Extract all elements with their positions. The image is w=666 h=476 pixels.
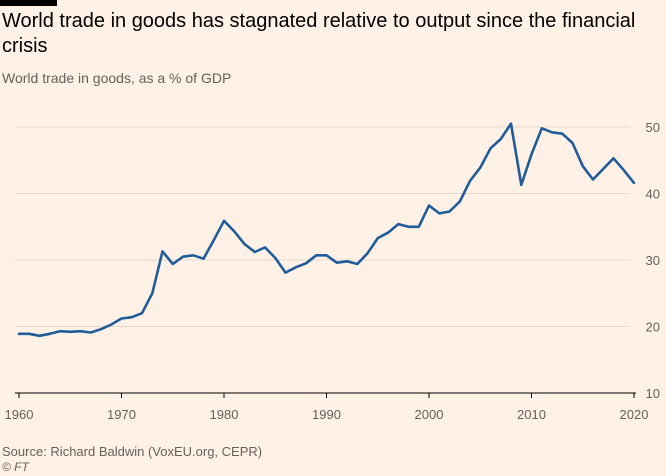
ft-top-bar (0, 0, 57, 6)
source-note: Source: Richard Baldwin (VoxEU.org, CEPR… (2, 444, 263, 459)
y-tick-label-20: 20 (646, 320, 660, 335)
y-tick-label-40: 40 (646, 187, 660, 202)
chart-title: World trade in goods has stagnated relat… (2, 10, 636, 57)
line-chart: 10 20 30 40 50 1960 1970 1980 1990 2000 2010 2020 (5, 120, 660, 422)
copyright: © FT (2, 460, 29, 474)
y-tick-label-30: 30 (646, 253, 660, 268)
y-axis-ticks: 10 20 30 40 50 (646, 120, 660, 401)
x-tick-label-2020: 2020 (620, 407, 649, 422)
x-axis: 1960 1970 1980 1990 2000 2010 2020 (5, 392, 649, 422)
gridlines (15, 126, 630, 327)
x-tick-label-1970: 1970 (107, 407, 136, 422)
series-layer (17, 122, 636, 338)
x-tick-label-2010: 2010 (517, 407, 546, 422)
x-tick-label-2000: 2000 (415, 407, 444, 422)
y-tick-label-10: 10 (646, 386, 660, 401)
y-tick-label-50: 50 (646, 120, 660, 135)
chart-subtitle: World trade in goods, as a % of GDP (2, 70, 232, 86)
x-tick-label-1990: 1990 (312, 407, 341, 422)
series-line-0 (17, 122, 636, 338)
x-tick-label-1960: 1960 (5, 407, 34, 422)
x-tick-label-1980: 1980 (210, 407, 239, 422)
